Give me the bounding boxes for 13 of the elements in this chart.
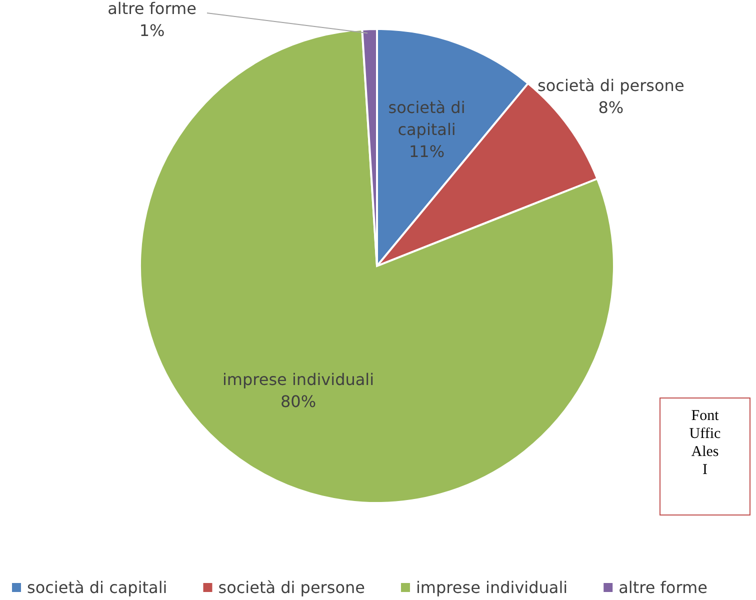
data-label: 80%	[280, 392, 316, 412]
slice-label: imprese individuali	[222, 370, 374, 390]
legend-label: imprese individuali	[416, 578, 568, 597]
data-label: 1%	[139, 21, 165, 40]
data-label: 8%	[598, 98, 624, 118]
slice-label: società di capitali	[388, 98, 466, 139]
legend-label: altre forme	[618, 578, 708, 597]
text: Font Uffic Ales I	[689, 408, 722, 478]
data-label: 11%	[408, 142, 445, 161]
legend-label: società di persone	[218, 578, 365, 597]
slice-label: altre forme	[108, 0, 196, 18]
slice-label: società di persone	[538, 76, 684, 96]
legend-label: società di capitali	[27, 578, 168, 597]
